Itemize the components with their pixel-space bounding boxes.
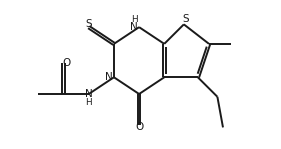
Text: O: O bbox=[63, 58, 71, 68]
Text: S: S bbox=[85, 19, 92, 29]
Text: S: S bbox=[183, 14, 189, 24]
Text: H: H bbox=[131, 15, 137, 24]
Text: N: N bbox=[130, 22, 138, 32]
Text: O: O bbox=[135, 122, 143, 132]
Text: N: N bbox=[105, 72, 113, 82]
Text: N: N bbox=[85, 89, 93, 99]
Text: H: H bbox=[85, 98, 92, 107]
